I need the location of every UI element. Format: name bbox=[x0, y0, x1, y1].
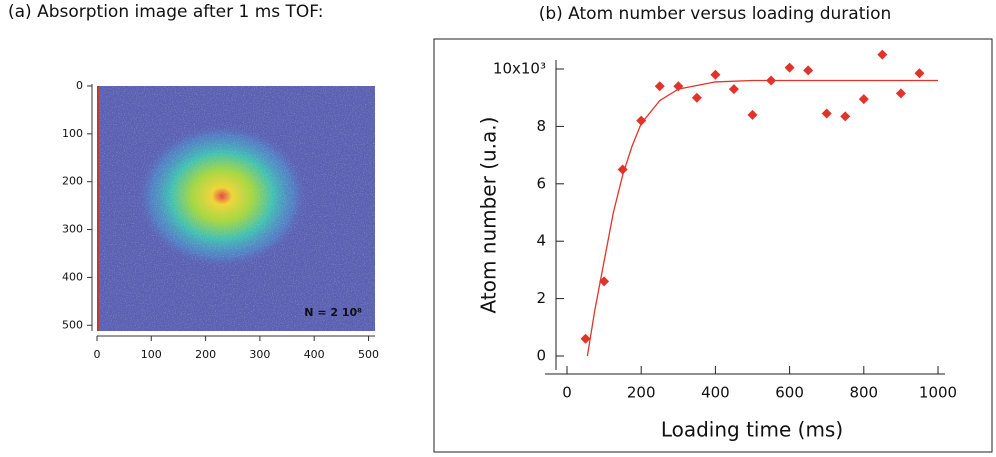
y-tick-label: 400 bbox=[62, 270, 83, 283]
x-tick-label: 200 bbox=[195, 348, 216, 361]
data-point bbox=[710, 69, 721, 80]
y-tick-label: 300 bbox=[62, 223, 83, 236]
x-tick-label: 100 bbox=[141, 348, 162, 361]
x-tick-label: 800 bbox=[849, 384, 878, 402]
x-tick-label: 400 bbox=[701, 384, 730, 402]
data-point bbox=[914, 68, 925, 79]
data-point bbox=[654, 81, 665, 92]
fit-line bbox=[586, 79, 938, 357]
annotation: N = 2 10⁸ bbox=[304, 306, 362, 319]
panel-a: N = 2 10⁸ 0 100 200 300 400 500 0 100 200 300 400 5… bbox=[62, 79, 379, 361]
y-tick-label: 100 bbox=[62, 127, 83, 140]
y-tick-label: 4 bbox=[536, 232, 546, 250]
image-noise bbox=[97, 86, 375, 331]
x-tick-label: 400 bbox=[304, 348, 325, 361]
data-point bbox=[877, 49, 888, 60]
data-point bbox=[784, 62, 795, 73]
x-tick-label: 0 bbox=[94, 348, 101, 361]
x-tick-label: 1000 bbox=[919, 384, 957, 402]
data-point bbox=[895, 88, 906, 99]
x-tick-label: 600 bbox=[775, 384, 804, 402]
data-point bbox=[803, 65, 814, 76]
y-tick-label: 6 bbox=[536, 174, 546, 192]
panel-b-title: (b) Atom number versus loading duration bbox=[539, 4, 892, 24]
panel-a-title: (a) Absorption image after 1 ms TOF: bbox=[8, 2, 323, 22]
y-axis-label: Atom number (u.a.) bbox=[477, 117, 501, 314]
data-point bbox=[636, 115, 647, 126]
data-point bbox=[821, 108, 832, 119]
y-tick-label: 200 bbox=[62, 175, 83, 188]
data-point bbox=[747, 109, 758, 120]
x-tick-label: 500 bbox=[358, 348, 379, 361]
x-tick-label: 0 bbox=[562, 384, 572, 402]
y-tick-label: 2 bbox=[536, 289, 546, 307]
y-tick-label: 0 bbox=[536, 347, 546, 365]
panel-b-frame bbox=[433, 38, 993, 453]
y-tick-label: 10x10³ bbox=[493, 60, 546, 78]
y-tick-label: 500 bbox=[62, 318, 83, 331]
data-point bbox=[858, 94, 869, 105]
y-tick-label: 0 bbox=[76, 79, 83, 92]
data-point bbox=[728, 84, 739, 95]
x-axis-label: Loading time (ms) bbox=[661, 418, 843, 442]
data-point bbox=[840, 111, 851, 122]
data-point bbox=[599, 276, 610, 287]
panel-b: Loading time (ms) Atom number (u.a.) 0 20… bbox=[477, 49, 957, 442]
data-point bbox=[691, 92, 702, 103]
data-point bbox=[580, 333, 591, 344]
x-tick-label: 200 bbox=[627, 384, 656, 402]
x-tick-label: 300 bbox=[249, 348, 270, 361]
y-tick-label: 8 bbox=[536, 117, 546, 135]
